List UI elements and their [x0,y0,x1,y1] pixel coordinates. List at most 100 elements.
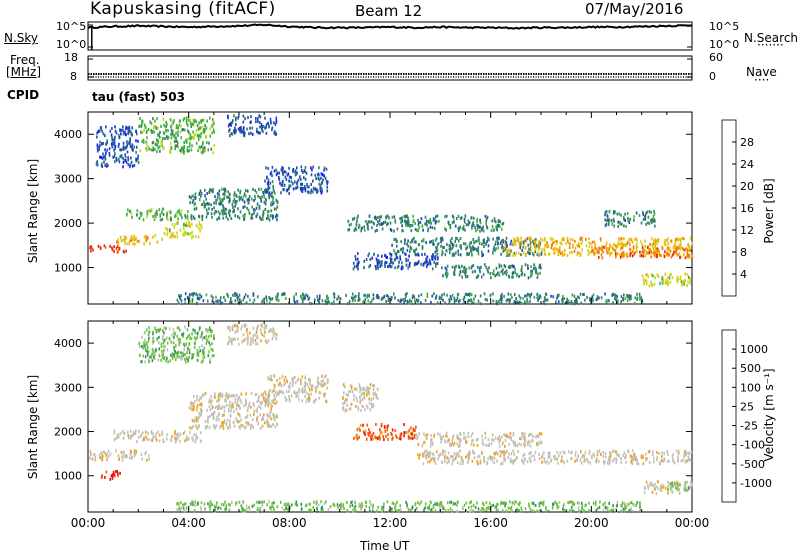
power-cell [259,215,261,219]
power-cell [368,252,370,256]
power-cell [358,297,361,301]
power-cell [416,301,419,305]
velocity-cell [272,416,275,420]
velocity-cell [659,487,662,491]
power-cell [375,267,377,271]
power-cell [539,294,541,298]
velocity-cell [662,459,664,463]
velocity-cell [543,457,546,461]
velocity-cell [142,431,144,435]
power-cell [534,250,536,254]
velocity-cell [471,459,474,463]
velocity-cell [148,326,150,330]
power-cell [453,296,456,300]
velocity-cell [176,334,179,338]
power-cell [482,229,485,233]
velocity-cell [239,414,241,418]
velocity-cell [676,482,679,486]
velocity-cell [492,439,495,442]
power-cell [393,215,396,219]
velocity-cell [266,422,268,426]
power-cell [372,293,375,297]
velocity-cell [233,410,235,414]
power-cell [578,244,580,248]
velocity-cell [194,400,196,404]
power-cell [348,223,351,227]
power-cell [641,298,643,302]
velocity-cell [161,337,164,341]
power-cell [366,222,369,226]
velocity-cell [279,390,281,394]
velocity-cell [311,384,314,388]
power-cell [357,267,359,271]
power-cell [377,265,379,269]
power-cell [477,225,480,229]
power-cell [122,125,124,129]
velocity-cell [101,452,103,456]
power-cell [608,209,611,213]
power-cell [486,215,489,219]
power-cell [347,302,349,306]
power-cell [180,299,183,303]
power-cell [152,140,154,144]
velocity-cell [177,326,180,330]
power-cell [356,252,359,255]
power-cell [303,176,305,180]
velocity-cell [575,450,577,454]
power-cell [653,250,655,254]
power-cell [640,254,643,257]
power-cell [192,293,195,297]
velocity-cell [269,411,271,415]
power-cell [303,187,305,191]
power-cell [162,213,165,216]
power-cell [157,126,159,130]
power-cell [244,215,246,218]
power-cell [441,236,443,240]
power-cell [385,215,387,219]
velocity-cell [433,452,435,456]
velocity-cell [231,501,233,504]
velocity-cell [287,385,290,389]
velocity-band-3 [138,325,215,364]
velocity-cell [117,454,120,458]
velocity-cell [570,457,573,461]
power-cell [383,220,385,224]
velocity-cell [122,429,124,433]
power-cell [533,263,535,267]
power-cell [454,268,456,272]
power-cell [473,297,475,301]
power-cell [222,209,225,213]
velocity-cell [487,443,489,447]
power-cell [225,212,228,216]
velocity-cell [140,453,143,457]
power-cell [230,123,232,127]
power-cell [674,238,677,242]
velocity-cell [294,391,297,395]
velocity-cell [270,404,273,408]
power-cell [426,295,429,298]
power-cell [457,264,460,268]
velocity-cell [676,480,678,484]
power-cell [652,218,654,222]
power-cell [587,253,590,257]
power-cell [421,239,423,243]
velocity-cell [196,398,198,402]
power-cell [628,221,631,224]
velocity-cell [276,393,278,397]
power-cell [300,188,302,192]
power-cell [394,266,396,270]
power-cell [471,300,473,304]
power-cell [468,242,471,246]
velocity-cell [267,393,270,396]
velocity-cell [658,452,660,455]
velocity-cell [322,379,324,383]
power-cell [445,268,448,272]
power-cell [407,219,410,223]
velocity-cell [229,400,231,404]
power-cell [252,208,255,212]
velocity-cell [316,380,319,384]
velocity-cell [186,351,188,355]
power-cell [227,190,229,194]
power-cell [449,239,452,243]
velocity-cell [270,328,272,332]
